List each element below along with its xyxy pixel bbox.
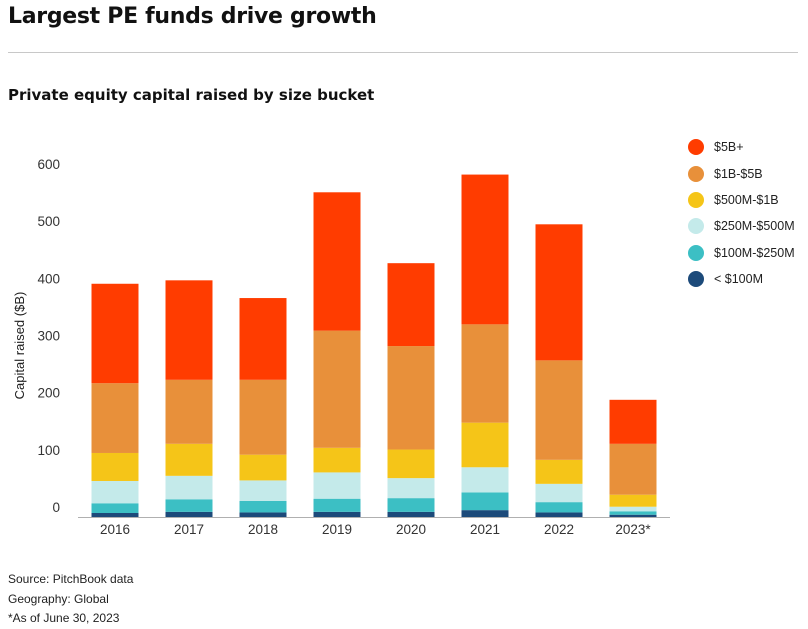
legend-label: $1B-$5B bbox=[714, 166, 763, 181]
y-tick-label: 400 bbox=[37, 271, 60, 286]
bar-segment bbox=[461, 510, 509, 517]
x-tick-label: 2017 bbox=[174, 522, 204, 537]
bar-segment bbox=[239, 379, 287, 455]
y-tick-label: 500 bbox=[37, 214, 60, 229]
x-tick-label: 2023* bbox=[615, 522, 651, 537]
legend-swatch bbox=[688, 139, 704, 156]
legend-swatch bbox=[688, 244, 704, 261]
bar-segment bbox=[609, 514, 657, 517]
bar-segment bbox=[91, 383, 139, 453]
bar-segment bbox=[461, 422, 509, 468]
bar-segment bbox=[91, 452, 139, 481]
bar-segment bbox=[609, 511, 657, 515]
footnote: *As of June 30, 2023 bbox=[8, 611, 120, 625]
x-tick-label: 2022 bbox=[544, 522, 574, 537]
y-tick-label: 200 bbox=[37, 386, 60, 401]
legend: $5B+ $1B-$5B $500M-$1B $250M-$500M $100M-$25… bbox=[688, 134, 795, 292]
bar-segment bbox=[387, 263, 435, 347]
legend-item: $5B+ bbox=[688, 134, 795, 160]
legend-label: $5B+ bbox=[714, 140, 744, 155]
chart-notes: Source: PitchBook data Geography: Global… bbox=[8, 570, 133, 629]
legend-item: $500M-$1B bbox=[688, 187, 795, 213]
bar-segment bbox=[313, 192, 361, 331]
bar-segment bbox=[239, 454, 287, 481]
bar-segment bbox=[313, 330, 361, 448]
x-tick-label: 2019 bbox=[322, 522, 352, 537]
bar-segment bbox=[313, 511, 361, 517]
bar-segment bbox=[609, 443, 657, 495]
bar-segment bbox=[387, 478, 435, 499]
bar-segment bbox=[535, 483, 583, 503]
bar-segment bbox=[609, 399, 657, 444]
legend-item: < $100M bbox=[688, 266, 795, 292]
bar-segment bbox=[239, 500, 287, 513]
bar-segment bbox=[535, 512, 583, 517]
bar-segment bbox=[165, 511, 213, 517]
legend-label: < $100M bbox=[714, 272, 763, 287]
bar-segment bbox=[91, 283, 139, 384]
source-note: Source: PitchBook data bbox=[8, 572, 134, 586]
bar-segment bbox=[609, 494, 657, 507]
y-axis-ticks: 0 100 200 300 400 500 600 bbox=[37, 157, 60, 515]
bar-segment bbox=[461, 467, 509, 493]
geography-note: Geography: Global bbox=[8, 591, 109, 606]
legend-item: $100M-$250M bbox=[688, 240, 795, 266]
page-title: Largest PE funds drive growth bbox=[8, 4, 377, 29]
bar-segment bbox=[165, 379, 213, 444]
bar-segment bbox=[535, 502, 583, 513]
bar-segment bbox=[165, 443, 213, 476]
legend-swatch bbox=[688, 218, 704, 235]
bar-segment bbox=[461, 324, 509, 423]
bar-segment bbox=[313, 447, 361, 473]
bar-segment bbox=[239, 480, 287, 501]
divider bbox=[8, 52, 798, 53]
bar-segment bbox=[535, 360, 583, 460]
bar-segment bbox=[165, 499, 213, 512]
chart-title: Private equity capital raised by size bu… bbox=[8, 86, 375, 104]
y-tick-label: 600 bbox=[37, 157, 60, 172]
bar-segment bbox=[387, 346, 435, 450]
x-axis-ticks: 2016 2017 2018 2019 2020 2021 2022 2023* bbox=[100, 522, 651, 537]
bars bbox=[91, 174, 657, 517]
legend-label: $250M-$500M bbox=[714, 219, 795, 234]
y-tick-label: 100 bbox=[37, 443, 60, 458]
x-tick-label: 2021 bbox=[470, 522, 500, 537]
bar-segment bbox=[91, 480, 139, 504]
legend-label: $500M-$1B bbox=[714, 192, 779, 207]
bar-segment bbox=[165, 280, 213, 380]
y-tick-label: 300 bbox=[37, 329, 60, 344]
bar-segment bbox=[91, 512, 139, 517]
bar-segment bbox=[313, 472, 361, 499]
legend-item: $250M-$500M bbox=[688, 213, 795, 239]
bar-segment bbox=[91, 503, 139, 513]
bar-segment bbox=[461, 174, 509, 325]
bar-segment bbox=[165, 475, 213, 500]
bar-segment bbox=[609, 506, 657, 512]
bar-segment bbox=[387, 449, 435, 479]
bar-segment bbox=[387, 498, 435, 512]
legend-swatch bbox=[688, 271, 704, 288]
bar-segment bbox=[535, 459, 583, 484]
bar-segment bbox=[313, 498, 361, 512]
bar-segment bbox=[461, 492, 509, 511]
bar-segment bbox=[239, 298, 287, 380]
bar-segment bbox=[239, 512, 287, 517]
x-tick-label: 2016 bbox=[100, 522, 130, 537]
legend-label: $100M-$250M bbox=[714, 245, 795, 260]
bar-segment bbox=[387, 511, 435, 517]
x-tick-label: 2020 bbox=[396, 522, 426, 537]
legend-item: $1B-$5B bbox=[688, 160, 795, 186]
stacked-bar-chart: 0 100 200 300 400 500 600 2016 2017 2018 2019 2020… bbox=[12, 157, 670, 537]
bar-segment bbox=[535, 224, 583, 361]
x-tick-label: 2018 bbox=[248, 522, 278, 537]
legend-swatch bbox=[688, 165, 704, 182]
legend-swatch bbox=[688, 191, 704, 208]
y-axis-label: Capital raised ($B) bbox=[12, 292, 27, 400]
y-tick-label: 0 bbox=[52, 500, 60, 515]
